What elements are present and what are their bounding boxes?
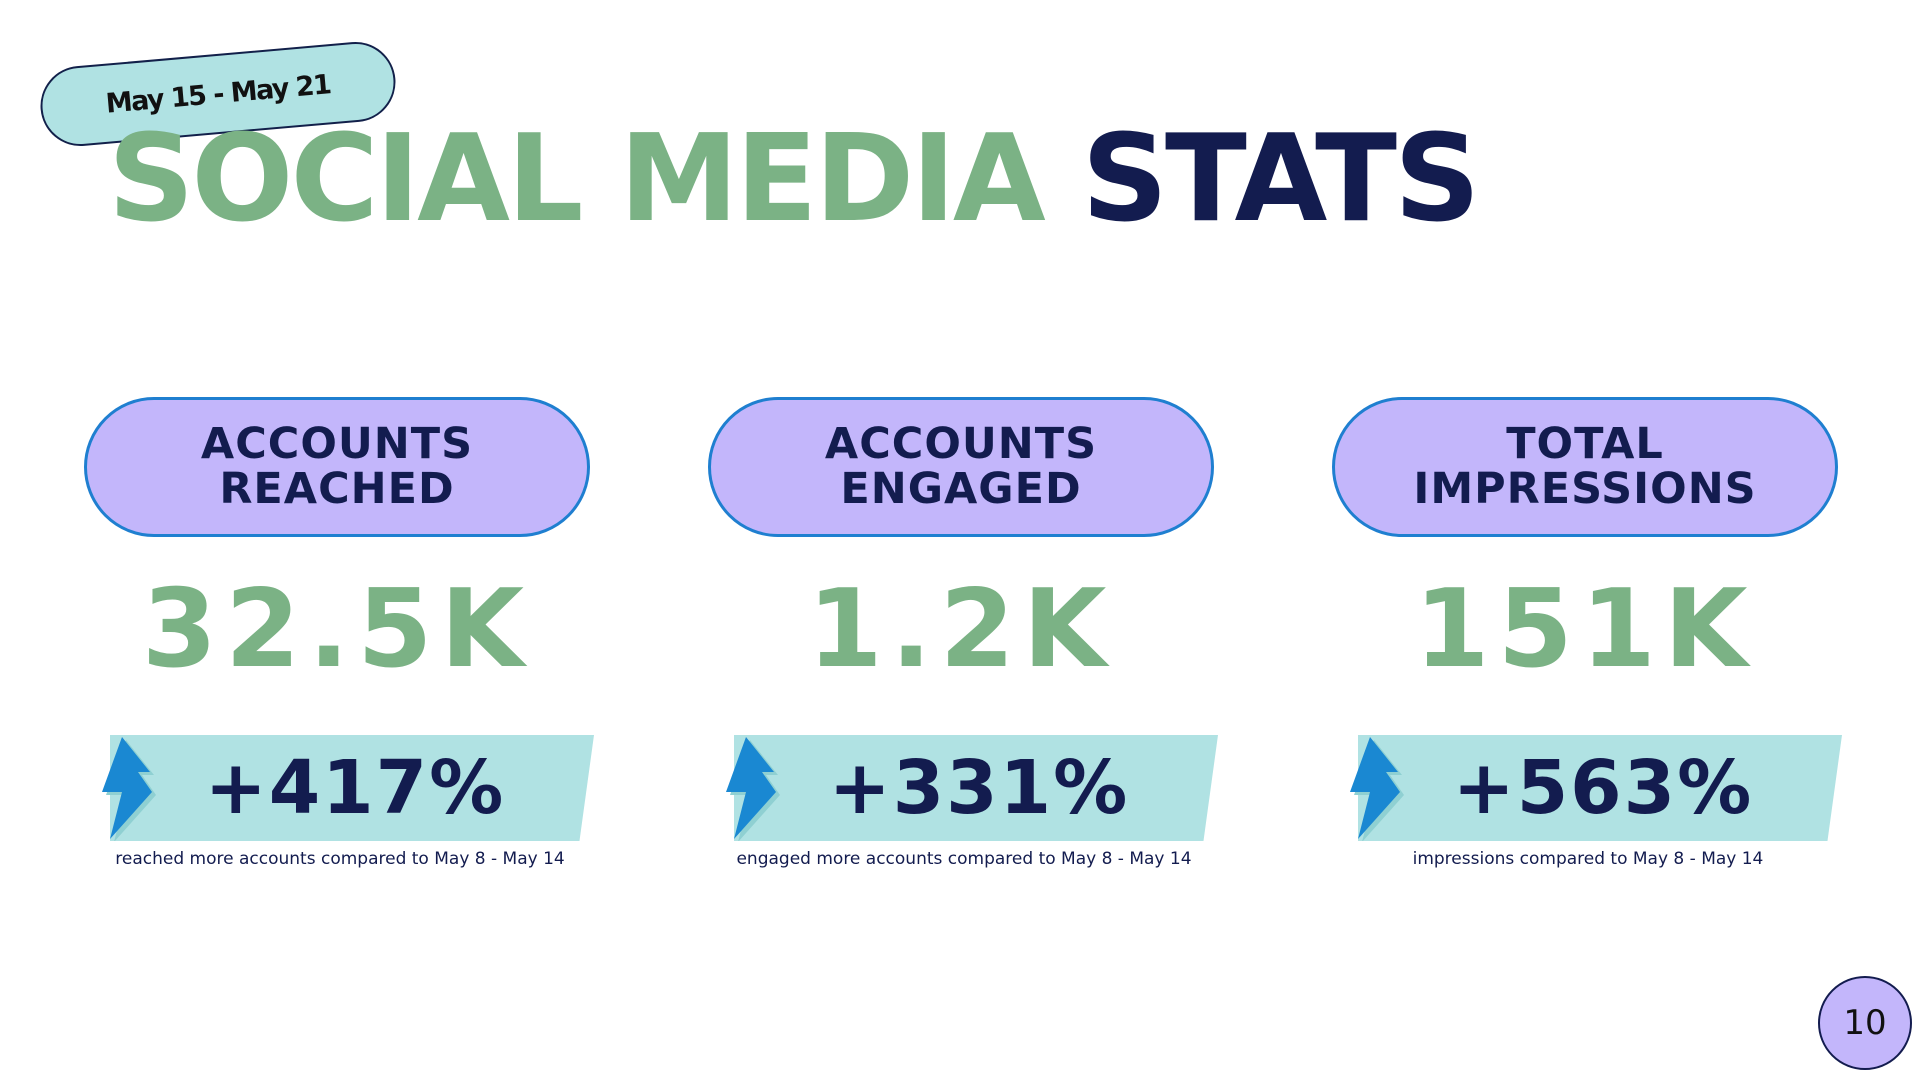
- stat-label-line2: ENGAGED: [840, 464, 1082, 514]
- stat-label-line2: REACHED: [219, 464, 455, 514]
- page-number: 10: [1818, 976, 1912, 1070]
- stat-value: 1.2K: [807, 567, 1115, 692]
- stat-change-percent: +417%: [204, 745, 506, 831]
- stat-caption: reached more accounts compared to May 8 …: [115, 849, 565, 869]
- stat-card-total-impressions: TOTAL IMPRESSIONS 151K +563% impressions…: [1248, 0, 1848, 1080]
- stat-label-line1: ACCOUNTS: [824, 419, 1098, 469]
- stat-label-pill: ACCOUNTS REACHED: [84, 397, 590, 537]
- stat-label-line1: ACCOUNTS: [200, 419, 474, 469]
- change-banner: [734, 735, 1218, 841]
- stat-label-pill: ACCOUNTS ENGAGED: [708, 397, 1214, 537]
- page-title: SOCIAL MEDIA STATS: [108, 110, 1481, 250]
- stat-caption: engaged more accounts compared to May 8 …: [736, 849, 1192, 869]
- change-banner: [1358, 735, 1842, 841]
- change-banner: [110, 735, 594, 841]
- stat-change-percent: +331%: [828, 745, 1130, 831]
- lightning-bolt-icon: [102, 737, 156, 841]
- stat-card-accounts-reached: ACCOUNTS REACHED 32.5K +417% reached mor…: [0, 0, 600, 1080]
- stat-label-pill: TOTAL IMPRESSIONS: [1332, 397, 1838, 537]
- stat-value: 32.5K: [141, 567, 533, 692]
- stat-value: 151K: [1414, 567, 1756, 692]
- stat-change-percent: +563%: [1452, 745, 1754, 831]
- stat-label-line2: IMPRESSIONS: [1413, 464, 1757, 514]
- stat-card-accounts-engaged: ACCOUNTS ENGAGED 1.2K +331% engaged more…: [624, 0, 1224, 1080]
- lightning-bolt-icon: [726, 737, 780, 841]
- lightning-bolt-icon: [1350, 737, 1404, 841]
- stat-caption: impressions compared to May 8 - May 14: [1412, 849, 1764, 869]
- title-part-green: SOCIAL MEDIA: [108, 110, 1046, 249]
- title-part-navy: STATS: [1081, 110, 1481, 249]
- stat-label-line1: TOTAL: [1506, 419, 1664, 469]
